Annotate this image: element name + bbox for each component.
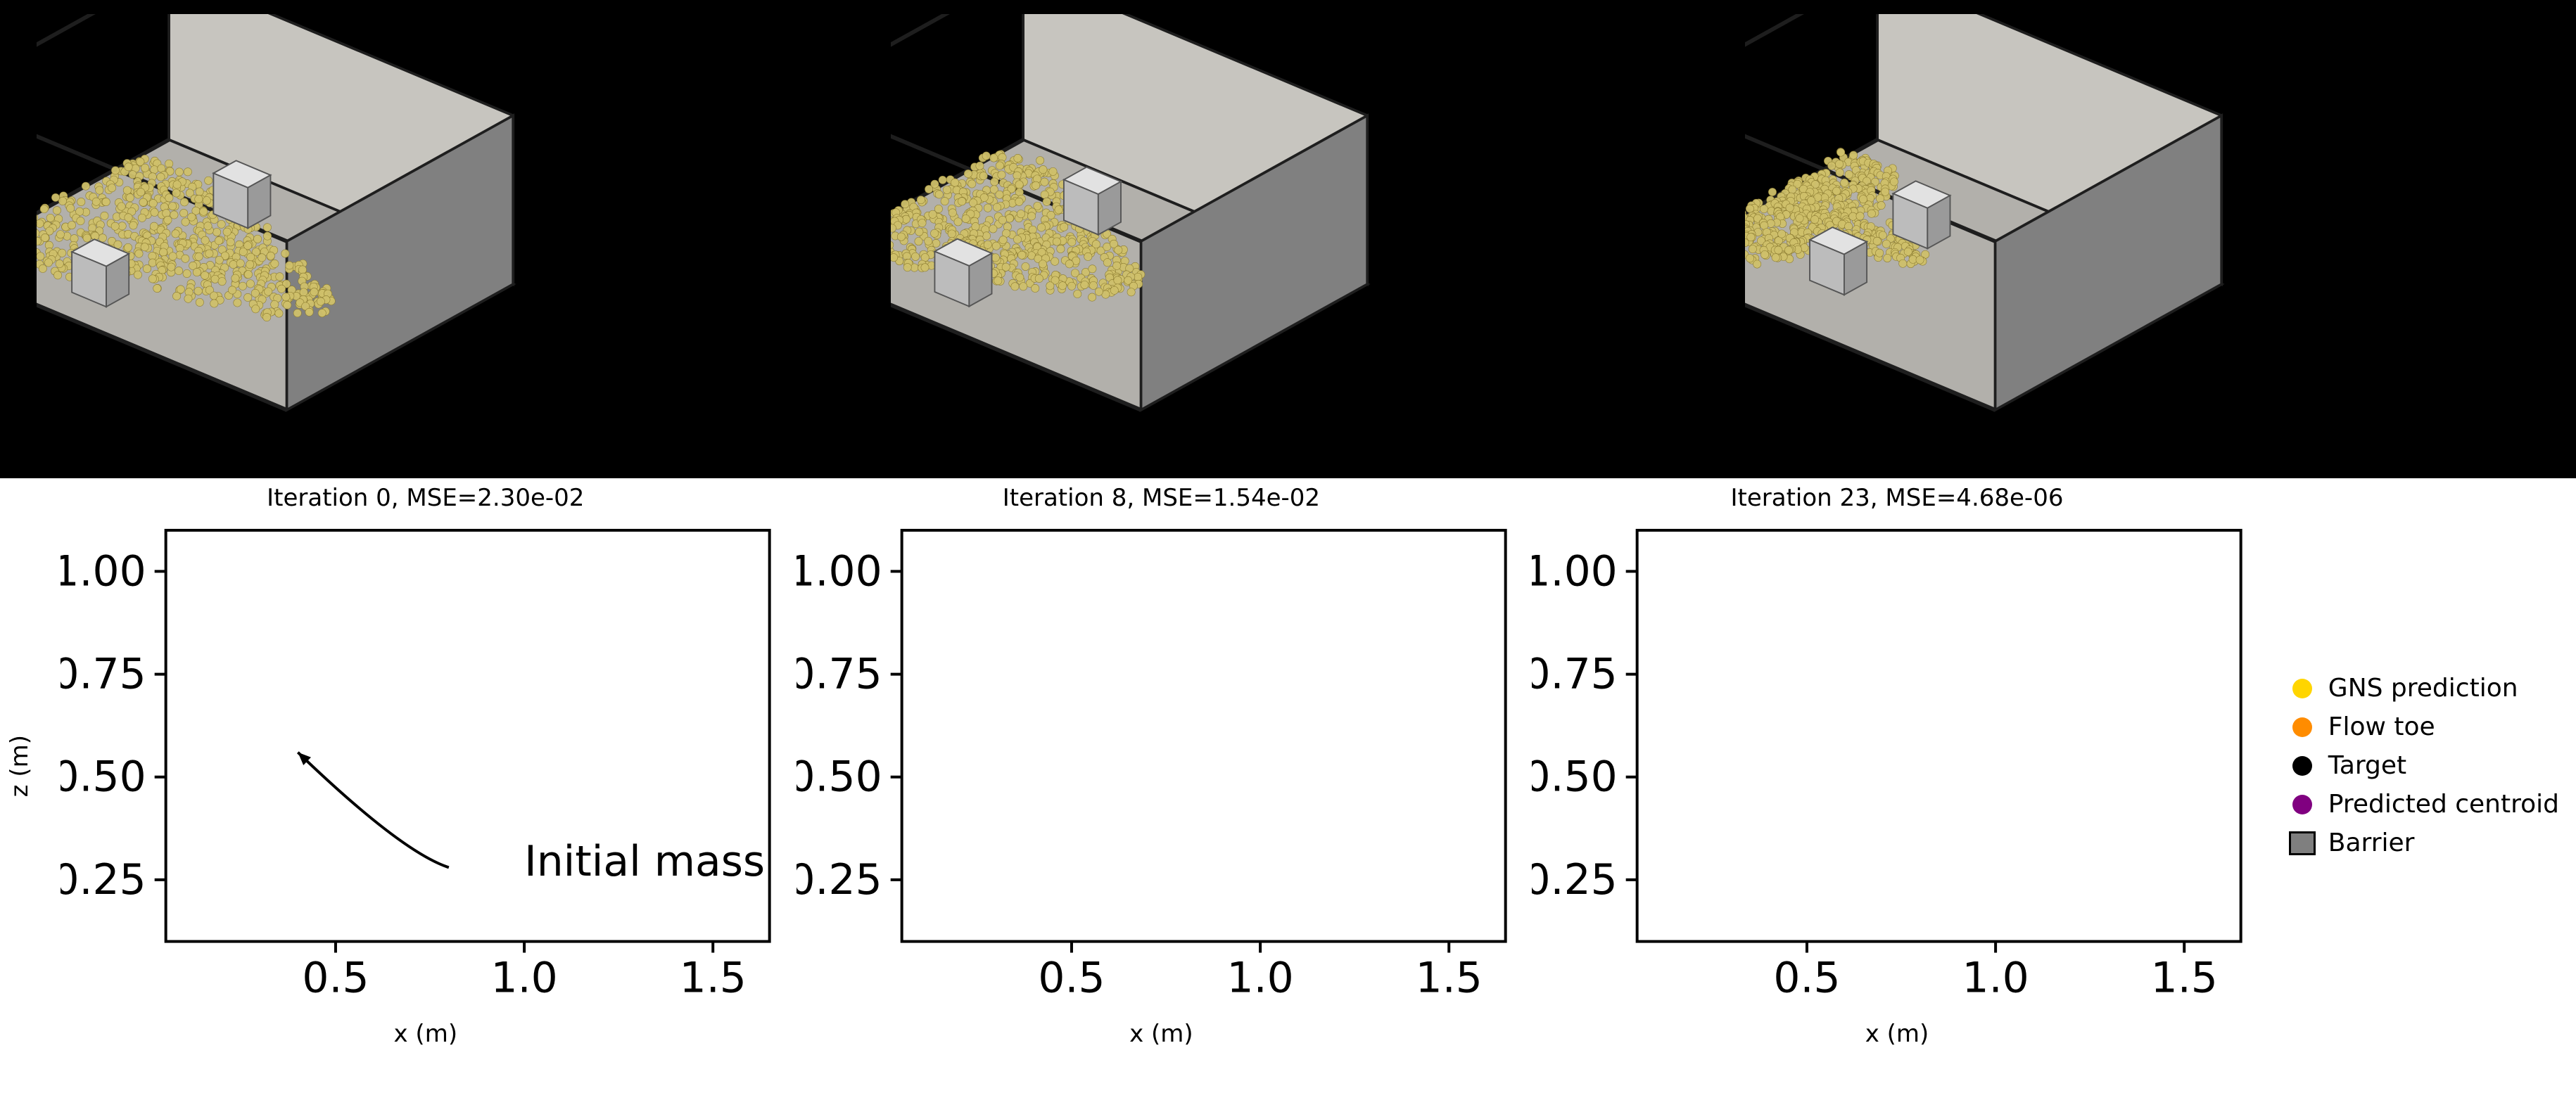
panel-2-xlabel: x (m) xyxy=(1865,1020,1929,1048)
legend-label-barrier: Barrier xyxy=(2328,829,2415,857)
svg-text:0.5: 0.5 xyxy=(302,953,369,1002)
render-0 xyxy=(37,14,831,464)
legend-item-toe: Flow toe xyxy=(2289,712,2559,741)
svg-text:0.50: 0.50 xyxy=(61,752,146,801)
svg-text:0.75: 0.75 xyxy=(61,649,146,698)
panel-2: Iteration 23, MSE=4.68e-06 0.51.01.50.25… xyxy=(1532,484,2262,1048)
y-axis-label: z (m) xyxy=(6,735,55,797)
legend-label-gns: GNS prediction xyxy=(2328,674,2518,703)
plots-row: z (m) Iteration 0, MSE=2.30e-02 0.51.01.… xyxy=(0,478,2576,1056)
svg-text:1.5: 1.5 xyxy=(680,953,747,1002)
panel-2-plot: 0.51.01.50.250.500.751.00 xyxy=(1532,513,2262,1018)
legend-label-toe: Flow toe xyxy=(2328,712,2435,741)
panel-1-plot: 0.51.01.50.250.500.751.00 xyxy=(797,513,1527,1018)
legend-item-gns: GNS prediction xyxy=(2289,674,2559,703)
legend-item-target: Target xyxy=(2289,751,2559,780)
legend: GNS prediction Flow toe Target Predicted… xyxy=(2268,674,2559,857)
renders-row xyxy=(0,0,2576,478)
toe-swatch-icon xyxy=(2289,714,2316,741)
legend-item-centroid: Predicted centroid xyxy=(2289,790,2559,819)
panel-1-xlabel: x (m) xyxy=(1129,1020,1193,1048)
svg-text:0.25: 0.25 xyxy=(61,855,146,904)
legend-label-target: Target xyxy=(2328,751,2406,780)
figure-root: z (m) Iteration 0, MSE=2.30e-02 0.51.01.… xyxy=(0,0,2576,1056)
panel-0-title: Iteration 0, MSE=2.30e-02 xyxy=(267,484,584,512)
svg-text:Initial mass: Initial mass xyxy=(524,837,765,886)
target-swatch-icon xyxy=(2289,753,2316,779)
legend-item-barrier: Barrier xyxy=(2289,829,2559,857)
gns-swatch-icon xyxy=(2289,675,2316,702)
panel-2-title: Iteration 23, MSE=4.68e-06 xyxy=(1731,484,2064,512)
panel-0-xlabel: x (m) xyxy=(394,1020,458,1048)
centroid-swatch-icon xyxy=(2289,791,2316,818)
render-1 xyxy=(891,14,1685,464)
barrier-swatch-icon xyxy=(2289,830,2316,857)
panel-1: Iteration 8, MSE=1.54e-02 0.51.01.50.250… xyxy=(797,484,1527,1048)
legend-label-centroid: Predicted centroid xyxy=(2328,790,2559,819)
svg-text:1.00: 1.00 xyxy=(61,546,146,596)
panel-0-plot: 0.5 1.0 1.5 0.25 0.50 0.75 1.00 Initial mass xyxy=(61,513,791,1018)
render-2 xyxy=(1745,14,2539,464)
svg-text:1.0: 1.0 xyxy=(490,953,557,1002)
panel-1-title: Iteration 8, MSE=1.54e-02 xyxy=(1003,484,1320,512)
panel-0: Iteration 0, MSE=2.30e-02 0.51.01.50.250… xyxy=(61,484,791,1048)
